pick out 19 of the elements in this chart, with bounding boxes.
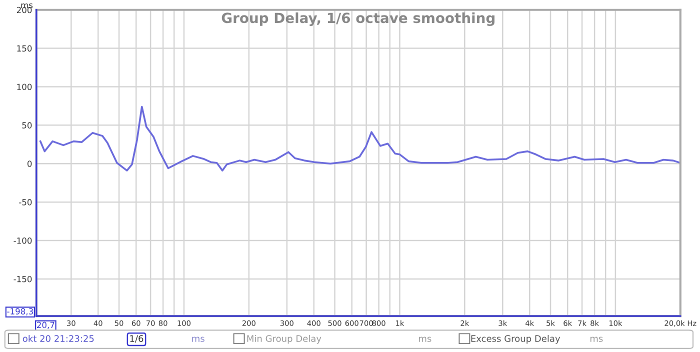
y-tick-label: 0 [27, 160, 32, 167]
y-axis-title: ms [21, 3, 33, 8]
ref-line-label: -198,3 [7, 308, 33, 316]
text: ms [418, 336, 432, 342]
chart-title: Group Delay, 1/6 octave smoothing [222, 12, 494, 26]
y-tick-label: -150 [14, 276, 32, 282]
text: okt 20 21:23:25 [22, 334, 94, 342]
text: ms [192, 336, 204, 342]
text: Excess Group Delay [471, 334, 560, 344]
text: Min Group Delay [247, 334, 322, 344]
y-tick-label: -100 [14, 237, 32, 244]
y-tick-label: 200 [16, 6, 32, 14]
y-tick-label: 150 [17, 45, 32, 52]
text: 1/6 [130, 335, 144, 343]
y-tick-label: 100 [17, 84, 32, 90]
y-tick-label: -50 [19, 199, 32, 206]
text: ms [590, 336, 603, 342]
y-tick-label: 50 [22, 122, 32, 128]
ref-line-label: 20,7 [37, 322, 54, 329]
